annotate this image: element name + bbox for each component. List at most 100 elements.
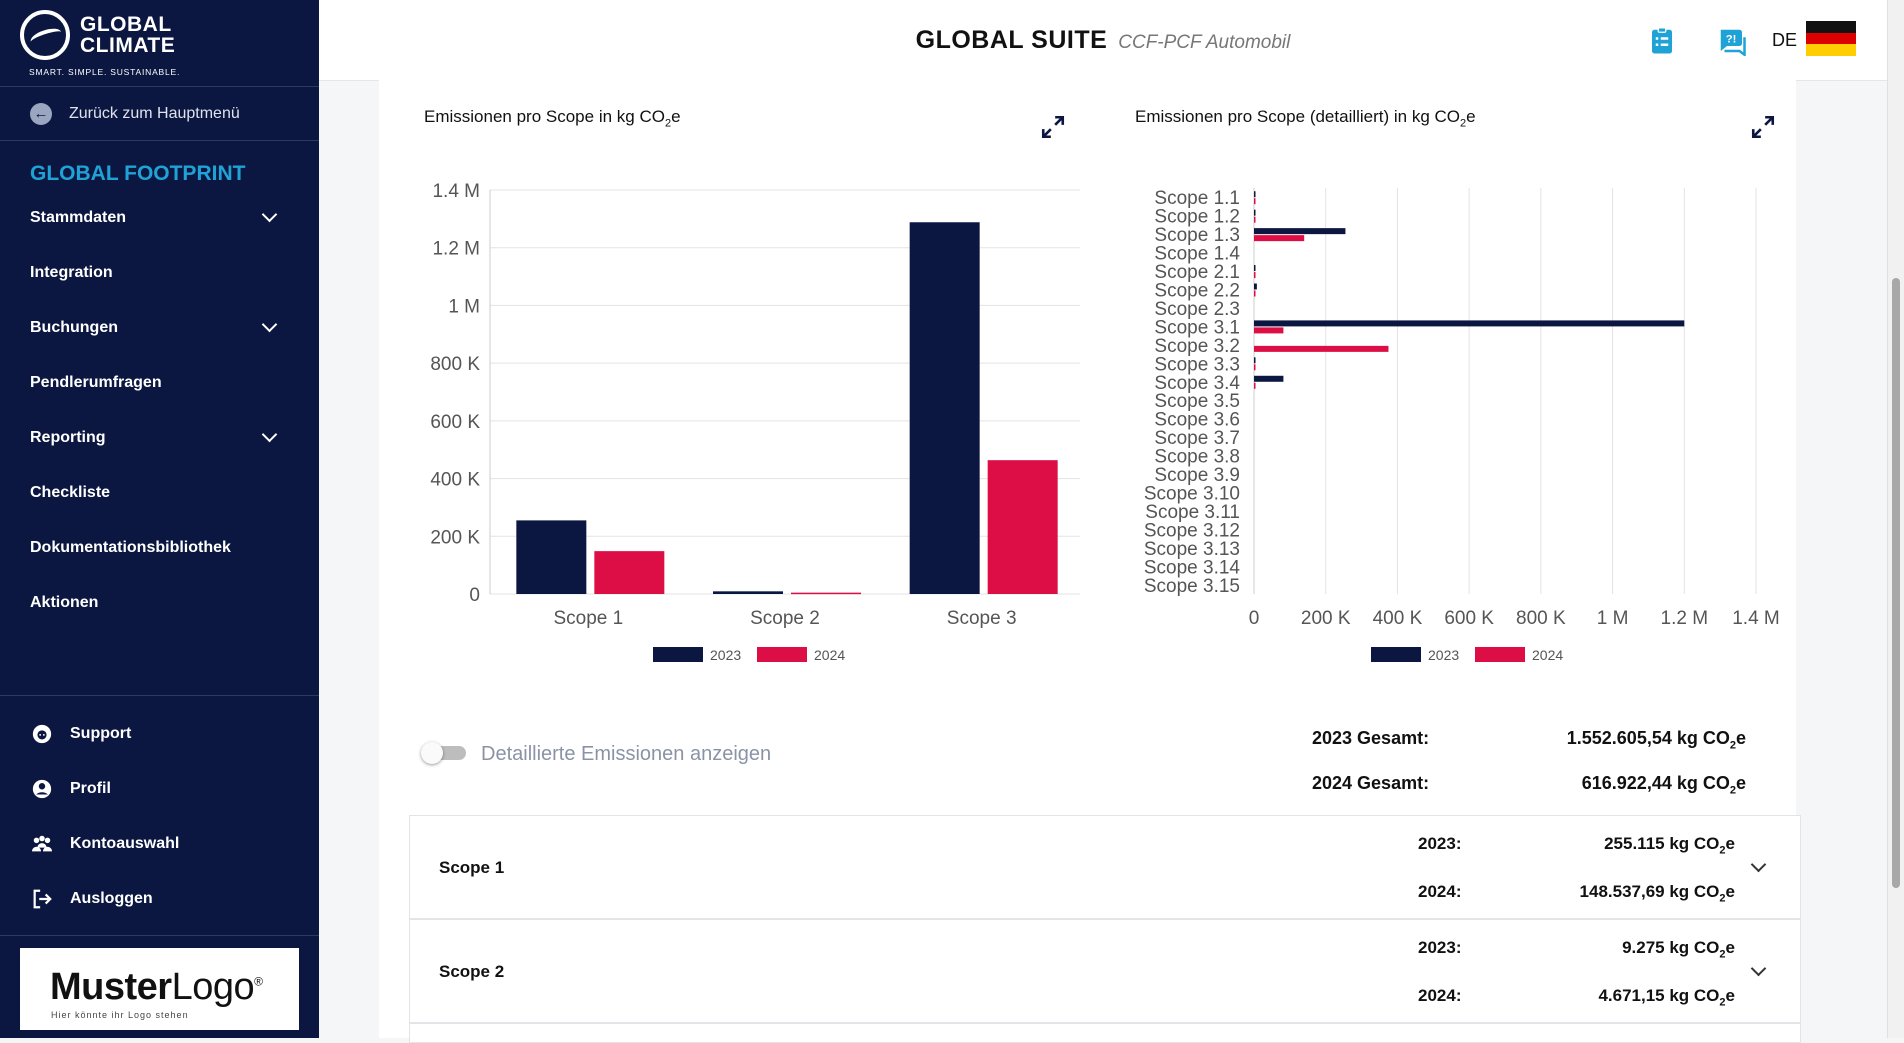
bar-2024-scope-3-4 xyxy=(1254,382,1256,389)
chevron-down-icon xyxy=(261,426,278,443)
y-tick-label: Scope 3.1 xyxy=(1154,317,1240,338)
language-selector[interactable]: DE xyxy=(1772,30,1798,50)
expand-chart1-icon[interactable] xyxy=(1040,114,1066,140)
bar-2024-scope-3-2 xyxy=(1254,345,1389,352)
bar-2023-scope-1 xyxy=(516,520,587,594)
bar-2023-scope-3-3 xyxy=(1254,357,1256,364)
accordion-scope-2[interactable]: Scope 2 2023: 9.275 kg CO2e 2024: 4.671,… xyxy=(409,919,1801,1023)
x-tick-label: Scope 1 xyxy=(553,608,623,629)
sidebar-item-buchungen[interactable]: Buchungen xyxy=(0,300,319,355)
y-tick-label: Scope 3.15 xyxy=(1144,576,1240,597)
sidebar-item-pendlerumfragen[interactable]: Pendlerumfragen xyxy=(30,373,162,391)
brand-tagline: SMART. SIMPLE. SUSTAINABLE. xyxy=(29,67,181,77)
y-tick-label: 0 xyxy=(469,585,480,606)
sidebar-item-kontoauswahl[interactable]: Kontoauswahl xyxy=(0,816,319,871)
y-tick-label: Scope 3.8 xyxy=(1154,447,1240,468)
bar-2024-scope-1-2 xyxy=(1254,216,1256,223)
german-flag-icon[interactable] xyxy=(1806,21,1856,56)
sidebar-item-integration[interactable]: Integration xyxy=(30,263,113,281)
scrollbar-thumb[interactable] xyxy=(1892,278,1900,888)
y-tick-label: 1 M xyxy=(448,296,480,317)
bar-2024-scope-3 xyxy=(987,460,1058,594)
bar-2023-scope-3-1 xyxy=(1254,320,1685,327)
bar-2024-scope-2-2 xyxy=(1254,290,1256,297)
bottom-nav: Support Profil Kontoauswahl Ausloggen xyxy=(0,695,319,926)
total-2024-label: 2024 Gesamt: xyxy=(1312,773,1430,793)
arrow-left-icon: ← xyxy=(30,102,52,125)
legend-swatch-2023 xyxy=(653,647,703,662)
chevron-down-icon xyxy=(261,206,278,223)
logout-icon xyxy=(30,887,54,911)
bar-2024-scope-1-3 xyxy=(1254,235,1305,242)
clipboard-list-icon[interactable] xyxy=(1647,26,1677,56)
legend-swatch-2023 xyxy=(1371,647,1421,662)
bar-2023-scope-1-2 xyxy=(1254,209,1256,216)
back-to-main-menu-button[interactable]: ← Zurück zum Hauptmenü xyxy=(0,87,319,141)
chart2-title: Emissionen pro Scope (detailliert) in kg… xyxy=(1135,107,1476,130)
bar-2023-scope-3 xyxy=(909,222,980,594)
y-tick-label: 600 K xyxy=(430,412,480,433)
bar-2023-scope-2 xyxy=(713,591,783,594)
chevron-down-icon[interactable] xyxy=(1750,960,1767,977)
y-tick-label: Scope 2.2 xyxy=(1154,281,1240,302)
y-tick-label: Scope 1.4 xyxy=(1154,244,1240,265)
sidebar-item-support[interactable]: Support xyxy=(0,706,319,761)
bar-2023-scope-1-1 xyxy=(1254,191,1256,198)
total-2024-value: 616.922,44 kg CO2e xyxy=(1581,773,1746,797)
legend-swatch-2024 xyxy=(1475,647,1525,662)
y-tick-label: Scope 3.2 xyxy=(1154,336,1240,357)
bar-2023-scope-1-3 xyxy=(1254,228,1346,235)
y-tick-label: Scope 3.12 xyxy=(1144,520,1240,541)
x-tick-label: 600 K xyxy=(1444,608,1494,629)
sidebar-item-aktionen[interactable]: Aktionen xyxy=(30,593,99,611)
sidebar-item-checkliste[interactable]: Checkliste xyxy=(30,483,111,501)
bar-2023-scope-2-2 xyxy=(1254,283,1257,290)
y-tick-label: Scope 1.3 xyxy=(1154,225,1240,246)
expand-chart2-icon[interactable] xyxy=(1750,114,1776,140)
accordion-scope-1[interactable]: Scope 1 2023: 255.115 kg CO2e 2024: 148.… xyxy=(409,815,1801,919)
chevron-down-icon[interactable] xyxy=(1750,856,1767,873)
profile-icon xyxy=(30,777,54,801)
chart1-title: Emissionen pro Scope in kg CO2e xyxy=(424,107,681,130)
bar-2024-scope-3-1 xyxy=(1254,327,1284,334)
sidebar: GLOBAL CLIMATE SMART. SIMPLE. SUSTAINABLE… xyxy=(0,0,319,1038)
support-icon xyxy=(30,722,54,746)
legend-label-2024: 2024 xyxy=(1532,647,1563,663)
sidebar-item-stammdaten[interactable]: Stammdaten xyxy=(0,190,319,245)
sidebar-item-dokumentationsbibliothek[interactable]: Dokumentationsbibliothek xyxy=(30,538,231,556)
y-tick-label: Scope 3.11 xyxy=(1145,502,1240,523)
x-tick-label: Scope 2 xyxy=(750,608,820,629)
legend-swatch-2024 xyxy=(757,647,807,662)
bar-2024-scope-3-3 xyxy=(1254,364,1256,371)
accounts-icon xyxy=(30,832,54,856)
legend-label-2024: 2024 xyxy=(814,647,845,663)
legend-label-2023: 2023 xyxy=(1428,647,1459,663)
y-tick-label: Scope 3.14 xyxy=(1144,557,1241,578)
sidebar-item-profil[interactable]: Profil xyxy=(0,761,319,816)
y-tick-label: Scope 3.9 xyxy=(1154,465,1240,486)
detail-toggle-knob[interactable] xyxy=(421,742,443,764)
y-tick-label: 1.2 M xyxy=(432,239,480,260)
brand-name: GLOBAL CLIMATE xyxy=(80,13,176,57)
customer-logo-area: MusterLogo® Hier könnte ihr Logo stehen xyxy=(0,935,319,1039)
brand: GLOBAL CLIMATE SMART. SIMPLE. SUSTAINABLE… xyxy=(0,0,319,87)
header: GLOBAL SUITE CCF-PCF Automobil ?! DE xyxy=(319,0,1887,81)
y-tick-label: 800 K xyxy=(430,354,480,375)
sidebar-item-ausloggen[interactable]: Ausloggen xyxy=(0,871,319,926)
total-2023-value: 1.552.605,54 kg CO2e xyxy=(1566,728,1746,752)
x-tick-label: 0 xyxy=(1249,608,1260,629)
x-tick-label: 1.2 M xyxy=(1661,608,1709,629)
sidebar-item-reporting[interactable]: Reporting xyxy=(0,410,319,465)
chart1-svg: 0 200 K 400 K 600 K 800 K 1 M 1.2 M 1.4 M Scope … xyxy=(430,181,1080,663)
chevron-down-icon xyxy=(261,316,278,333)
chart2-svg: 0 200 K 400 K 600 K 800 K 1 M 1.2 M 1.4 M Scope … xyxy=(1144,188,1780,663)
section-title: GLOBAL FOOTPRINT xyxy=(30,162,246,185)
total-2023-label: 2023 Gesamt: xyxy=(1312,728,1430,748)
x-tick-label: 200 K xyxy=(1301,608,1351,629)
bar-2024-scope-2 xyxy=(791,592,861,595)
bar-2024-scope-1 xyxy=(594,551,665,594)
help-chat-icon[interactable]: ?! xyxy=(1717,26,1747,56)
y-tick-label: Scope 3.7 xyxy=(1154,428,1240,449)
bar-2024-scope-2-1 xyxy=(1254,272,1256,279)
accordion-scope-3[interactable] xyxy=(409,1023,1801,1043)
